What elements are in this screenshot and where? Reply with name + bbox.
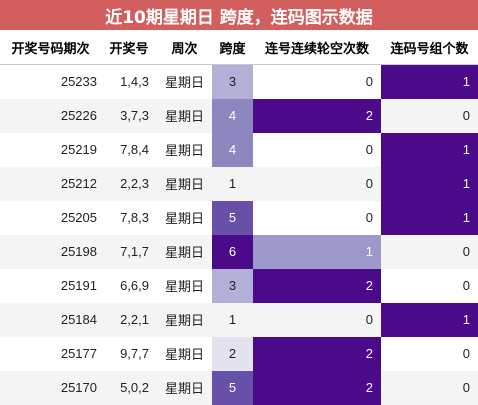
numbers-cell: 1,4,3 [101,64,157,99]
issue-cell: 25170 [0,370,101,405]
table-row: 25177 9,7,7 星期日 2 2 0 [0,336,478,371]
issue-cell: 25212 [0,166,101,201]
miss-cell: 2 [253,370,381,405]
span-cell: 4 [212,98,253,133]
table-row: 25205 7,8,3 星期日 5 0 1 [0,200,478,235]
groups-cell: 1 [381,200,478,235]
span-cell: 1 [212,166,253,201]
miss-cell: 1 [253,234,381,269]
span-cell: 6 [212,234,253,269]
miss-cell: 2 [253,268,381,303]
table-row: 25184 2,2,1 星期日 1 0 1 [0,302,478,337]
header-groups: 连码号组个数 [381,30,478,65]
numbers-cell: 7,1,7 [101,234,157,269]
groups-cell: 0 [381,370,478,405]
issue-cell: 25205 [0,200,101,235]
weekday-cell: 星期日 [157,336,212,371]
miss-cell: 0 [253,132,381,167]
data-table: 开奖号码期次 开奖号 周次 跨度 连号连续轮空次数 连码号组个数 25233 1,… [0,30,478,405]
numbers-cell: 6,6,9 [101,268,157,303]
weekday-cell: 星期日 [157,370,212,405]
groups-cell: 0 [381,336,478,371]
span-cell: 3 [212,64,253,99]
issue-cell: 25184 [0,302,101,337]
weekday-cell: 星期日 [157,302,212,337]
groups-cell: 1 [381,64,478,99]
weekday-cell: 星期日 [157,98,212,133]
header-span: 跨度 [212,30,253,65]
miss-cell: 2 [253,336,381,371]
page-title: 近10期星期日 跨度，连码图示数据 [0,0,478,30]
numbers-cell: 5,0,2 [101,370,157,405]
span-cell: 2 [212,336,253,371]
span-cell: 4 [212,132,253,167]
issue-cell: 25177 [0,336,101,371]
groups-cell: 1 [381,166,478,201]
numbers-cell: 7,8,4 [101,132,157,167]
weekday-cell: 星期日 [157,132,212,167]
header-row: 开奖号码期次 开奖号 周次 跨度 连号连续轮空次数 连码号组个数 [0,30,478,65]
issue-cell: 25191 [0,268,101,303]
groups-cell: 1 [381,302,478,337]
table-row: 25233 1,4,3 星期日 3 0 1 [0,64,478,99]
weekday-cell: 星期日 [157,166,212,201]
miss-cell: 2 [253,98,381,133]
miss-cell: 0 [253,302,381,337]
weekday-cell: 星期日 [157,234,212,269]
table-row: 25198 7,1,7 星期日 6 1 0 [0,234,478,269]
header-weekday: 周次 [157,30,212,65]
issue-cell: 25219 [0,132,101,167]
numbers-cell: 2,2,3 [101,166,157,201]
miss-cell: 0 [253,200,381,235]
groups-cell: 0 [381,234,478,269]
header-miss: 连号连续轮空次数 [253,30,381,65]
issue-cell: 25226 [0,98,101,133]
span-cell: 1 [212,302,253,337]
weekday-cell: 星期日 [157,200,212,235]
header-numbers: 开奖号 [101,30,157,65]
numbers-cell: 3,7,3 [101,98,157,133]
numbers-cell: 9,7,7 [101,336,157,371]
issue-cell: 25198 [0,234,101,269]
miss-cell: 0 [253,166,381,201]
weekday-cell: 星期日 [157,268,212,303]
table-row: 25219 7,8,4 星期日 4 0 1 [0,132,478,167]
table-row: 25191 6,6,9 星期日 3 2 0 [0,268,478,303]
span-cell: 3 [212,268,253,303]
groups-cell: 0 [381,268,478,303]
numbers-cell: 7,8,3 [101,200,157,235]
table-row: 25170 5,0,2 星期日 5 2 0 [0,370,478,405]
table-row: 25226 3,7,3 星期日 4 2 0 [0,98,478,133]
header-issue: 开奖号码期次 [0,30,101,65]
groups-cell: 1 [381,132,478,167]
weekday-cell: 星期日 [157,64,212,99]
groups-cell: 0 [381,98,478,133]
span-cell: 5 [212,200,253,235]
numbers-cell: 2,2,1 [101,302,157,337]
table-row: 25212 2,2,3 星期日 1 0 1 [0,166,478,201]
span-cell: 5 [212,370,253,405]
issue-cell: 25233 [0,64,101,99]
miss-cell: 0 [253,64,381,99]
